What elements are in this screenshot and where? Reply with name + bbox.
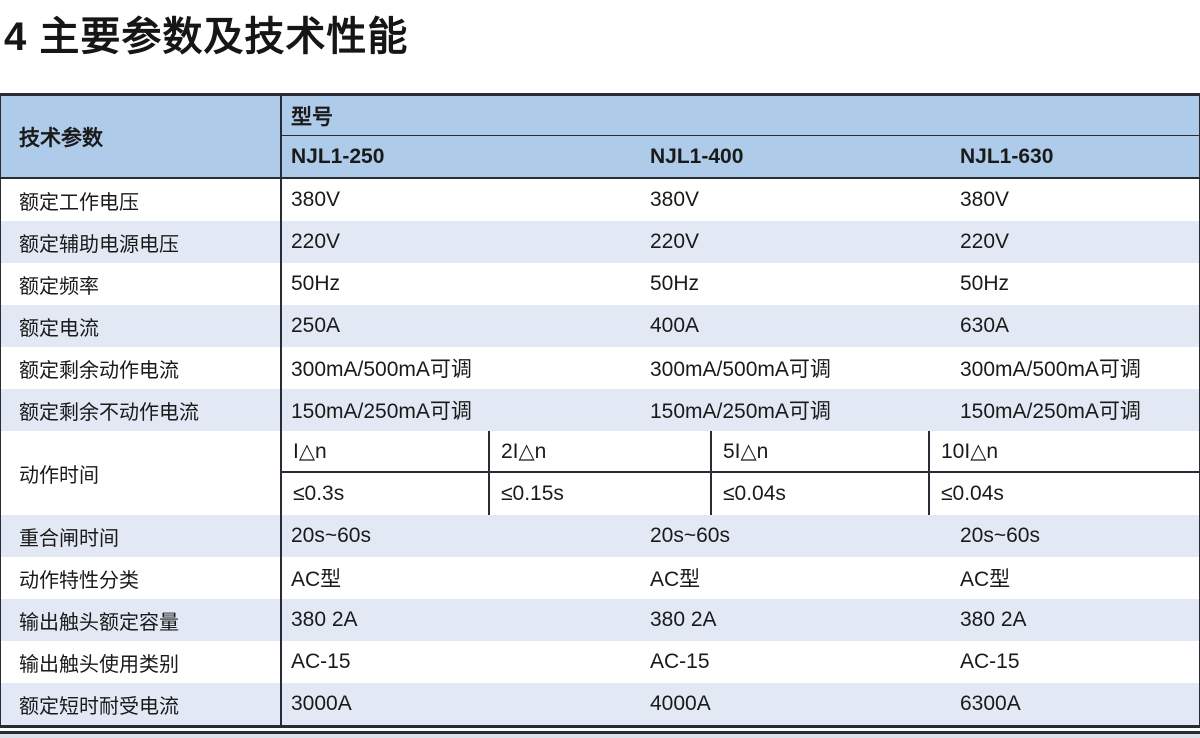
spec-table: 技术参数 型号 NJL1-250 NJL1-400 NJL1-630 额定工作电… (0, 93, 1200, 728)
row-label: 输出触头额定容量 (1, 599, 282, 641)
row-value: 380 2A (650, 608, 717, 631)
multiple-header: 5I△n (712, 431, 928, 473)
table-row-characteristic-class: 动作特性分类 AC型 AC型 AC型 (1, 557, 1199, 599)
operating-time-col-1x: I△n ≤0.3s (282, 431, 488, 515)
table-row-rated-residual-operating-current: 额定剩余动作电流 300mA/500mA可调 300mA/500mA可调 300… (1, 347, 1199, 389)
table-row-reclosing-time: 重合闸时间 20s~60s 20s~60s 20s~60s (1, 515, 1199, 557)
row-value: 150mA/250mA可调 (960, 400, 1141, 423)
row-value: 20s~60s (650, 524, 730, 547)
table-header: 技术参数 型号 NJL1-250 NJL1-400 NJL1-630 (1, 96, 1199, 179)
row-value: 300mA/500mA可调 (291, 358, 472, 381)
multiple-header: I△n (282, 431, 488, 473)
row-label: 动作特性分类 (1, 557, 282, 599)
time-value: ≤0.3s (293, 482, 345, 505)
row-label: 额定辅助电源电压 (1, 221, 282, 263)
table-row-rated-current: 额定电流 250A 400A 630A (1, 305, 1199, 347)
table-row-rated-residual-non-operating-current: 额定剩余不动作电流 150mA/250mA可调 150mA/250mA可调 15… (1, 389, 1199, 431)
row-label: 额定电流 (1, 305, 282, 347)
row-value: AC型 (650, 568, 701, 591)
row-label: 输出触头使用类别 (1, 641, 282, 683)
multiple-header: 2I△n (490, 431, 710, 473)
time-value: ≤0.15s (501, 482, 564, 505)
table-row-output-contact-capacity: 输出触头额定容量 380 2A 380 2A 380 2A (1, 599, 1199, 641)
operating-time-col-2x: 2I△n ≤0.15s (488, 431, 710, 515)
model-header-njl1-250: NJL1-250 (291, 144, 385, 168)
row-value: 3000A (291, 692, 352, 715)
row-value: 250A (291, 314, 341, 337)
row-value: 300mA/500mA可调 (960, 358, 1141, 381)
operating-time-col-10x: 10I△n ≤0.04s (928, 431, 1199, 515)
row-value: 630A (960, 314, 1010, 337)
model-header-njl1-400: NJL1-400 (650, 144, 744, 168)
row-value: 380V (960, 188, 1010, 211)
table-row-rated-frequency: 额定频率 50Hz 50Hz 50Hz (1, 263, 1199, 305)
row-value: AC型 (291, 568, 342, 591)
multiple-header: 10I△n (930, 431, 1199, 473)
param-column-header: 技术参数 (1, 96, 282, 177)
row-label: 额定短时耐受电流 (1, 683, 282, 725)
row-value: 50Hz (960, 272, 1010, 295)
page-title: 4 主要参数及技术性能 (4, 15, 409, 59)
row-label: 重合闸时间 (1, 515, 282, 557)
row-value: 300mA/500mA可调 (650, 358, 831, 381)
table-row-rated-working-voltage: 额定工作电压 380V 380V 380V (1, 179, 1199, 221)
row-value: AC型 (960, 568, 1011, 591)
row-value: 50Hz (650, 272, 700, 295)
row-value: 380V (650, 188, 700, 211)
row-value: 20s~60s (960, 524, 1040, 547)
row-value: 150mA/250mA可调 (650, 400, 831, 423)
model-group-header: 型号 (282, 96, 1199, 136)
row-value: 380 2A (291, 608, 358, 631)
row-value: 4000A (650, 692, 711, 715)
table-row-output-contact-category: 输出触头使用类别 AC-15 AC-15 AC-15 (1, 641, 1199, 683)
row-value: 220V (291, 230, 341, 253)
row-value: 380 2A (960, 608, 1027, 631)
row-value: AC-15 (650, 650, 710, 673)
row-value: 6300A (960, 692, 1021, 715)
row-value: 20s~60s (291, 524, 371, 547)
row-value: 220V (960, 230, 1010, 253)
time-value: ≤0.04s (941, 482, 1004, 505)
row-label: 额定剩余不动作电流 (1, 389, 282, 431)
row-label: 额定频率 (1, 263, 282, 305)
row-value: 400A (650, 314, 700, 337)
row-label: 额定工作电压 (1, 179, 282, 221)
operating-time-col-5x: 5I△n ≤0.04s (710, 431, 928, 515)
time-value: ≤0.04s (723, 482, 786, 505)
row-value: 220V (650, 230, 700, 253)
row-value: AC-15 (291, 650, 351, 673)
model-header-njl1-630: NJL1-630 (960, 144, 1054, 168)
row-value: 380V (291, 188, 341, 211)
table-row-aux-supply-voltage: 额定辅助电源电压 220V 220V 220V (1, 221, 1199, 263)
row-value: 50Hz (291, 272, 341, 295)
row-value: AC-15 (960, 650, 1020, 673)
table-row-operating-time: 动作时间 I△n ≤0.3s 2I△n ≤0.15s 5I△n ≤0.04s 1… (1, 431, 1199, 515)
row-label: 动作时间 (1, 431, 282, 515)
table-row-short-time-withstand-current: 额定短时耐受电流 3000A 4000A 6300A (1, 683, 1199, 725)
row-value: 150mA/250mA可调 (291, 400, 472, 423)
row-label: 额定剩余动作电流 (1, 347, 282, 389)
next-section-strip (0, 731, 1200, 738)
